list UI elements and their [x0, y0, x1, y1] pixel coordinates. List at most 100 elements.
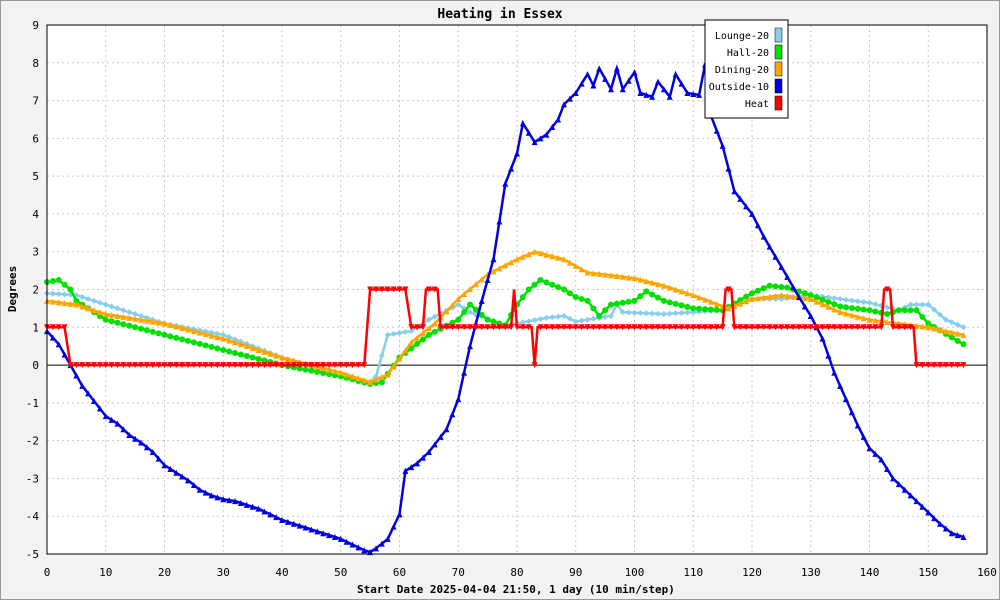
data-point [508, 259, 515, 266]
y-axis-label: Degrees [6, 266, 19, 312]
data-point [819, 324, 826, 331]
data-point [784, 324, 791, 331]
data-point [866, 299, 873, 306]
data-point [637, 309, 644, 316]
data-point [655, 78, 661, 85]
data-point [625, 324, 632, 331]
data-point [672, 300, 679, 307]
data-point [390, 330, 397, 337]
data-point [220, 362, 227, 369]
data-point [561, 256, 567, 263]
data-point [737, 324, 744, 331]
data-point [713, 324, 720, 331]
data-point [549, 314, 556, 321]
data-point [214, 362, 221, 369]
data-point [637, 293, 644, 300]
data-point [414, 324, 421, 331]
data-point [185, 326, 191, 333]
data-point [437, 324, 444, 331]
data-point [249, 503, 256, 510]
data-point [760, 233, 767, 240]
data-point [919, 362, 926, 369]
data-point [91, 307, 97, 314]
data-point [960, 341, 967, 348]
data-point [655, 324, 661, 331]
data-point [954, 532, 961, 539]
data-point [825, 294, 832, 301]
data-point [843, 396, 849, 403]
x-tick-label: 20 [158, 566, 171, 579]
data-point [143, 444, 150, 451]
data-point [490, 268, 497, 275]
data-point [678, 302, 685, 309]
data-point [455, 316, 462, 323]
data-point [114, 312, 121, 319]
data-point [660, 324, 667, 331]
data-point [132, 324, 139, 331]
data-point [543, 314, 550, 321]
data-point [302, 524, 309, 531]
data-point [819, 296, 826, 303]
data-point [543, 279, 550, 286]
data-point [326, 532, 332, 539]
data-point [120, 321, 127, 328]
data-point [848, 324, 855, 331]
data-point [273, 352, 280, 359]
data-point [208, 332, 215, 339]
data-point [496, 324, 503, 331]
data-point [608, 324, 614, 331]
data-point [296, 522, 303, 529]
data-point [120, 307, 127, 314]
data-point [161, 362, 168, 369]
data-point [108, 312, 115, 319]
data-point [331, 533, 338, 540]
data-point [167, 362, 174, 369]
legend-swatch [774, 61, 783, 77]
data-point [296, 362, 303, 369]
data-point [831, 369, 838, 376]
data-point [684, 290, 691, 297]
data-point [643, 310, 650, 317]
data-point [643, 278, 650, 285]
data-point [67, 286, 74, 293]
data-point [637, 276, 644, 283]
data-point [895, 324, 902, 331]
data-point [619, 299, 626, 306]
data-point [61, 300, 68, 307]
data-point [49, 290, 56, 297]
data-point [49, 298, 56, 305]
data-point [443, 308, 450, 315]
data-point [226, 497, 233, 504]
chart-title: Heating in Essex [437, 7, 562, 22]
data-point [831, 324, 838, 331]
data-point [954, 321, 961, 328]
data-point [378, 286, 385, 293]
data-point [114, 420, 121, 427]
data-point [449, 319, 456, 326]
data-point [55, 277, 62, 284]
data-point [273, 514, 280, 521]
data-point [684, 324, 691, 331]
data-point [690, 292, 697, 299]
data-point [919, 323, 926, 330]
data-point [884, 304, 891, 311]
data-point [132, 315, 139, 322]
data-point [202, 362, 209, 369]
data-point [337, 362, 344, 369]
data-point [608, 312, 614, 319]
data-point [925, 301, 932, 308]
data-point [801, 324, 808, 331]
data-point [179, 336, 186, 343]
data-point [243, 353, 250, 360]
data-point [237, 362, 244, 369]
data-point [73, 297, 80, 304]
data-point [784, 284, 791, 291]
data-point [584, 71, 591, 78]
data-point [108, 318, 115, 325]
data-point [425, 286, 432, 293]
data-point [937, 311, 943, 318]
data-point [837, 382, 844, 389]
data-point [825, 324, 832, 331]
data-point [731, 324, 738, 331]
data-point [860, 433, 867, 440]
